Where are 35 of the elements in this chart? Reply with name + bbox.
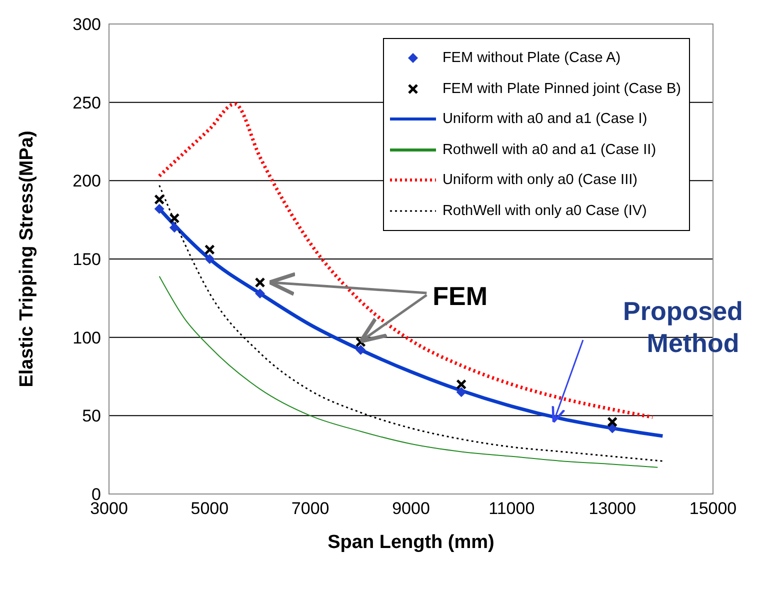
point (154, 194, 165, 205)
annotation: FEM (432, 281, 488, 312)
point (456, 379, 467, 390)
y-tick-label: 150 (72, 250, 101, 270)
legend-label: FEM without Plate (Case A) (442, 50, 621, 66)
point (607, 416, 618, 428)
y-tick-label: 200 (72, 172, 101, 191)
y-tick-label: 250 (72, 93, 101, 112)
point (169, 213, 180, 224)
x-tick-label: 13000 (588, 499, 636, 518)
point (204, 244, 215, 255)
legend-label: FEM with Plate Pinned joint (Case B) (442, 80, 681, 97)
point (154, 204, 164, 214)
x-tick-label: 11000 (488, 499, 535, 518)
point (169, 222, 180, 233)
point (607, 423, 618, 434)
point (456, 387, 466, 398)
legend-label: RothWell with only a0 Case (IV) (442, 202, 647, 219)
point (254, 277, 266, 288)
x-tick-label: 7000 (291, 499, 330, 518)
y-tick-label: 100 (72, 328, 101, 348)
y-axis-title: Elastic Tripping Stress(MPa) (16, 130, 38, 388)
y-tick-label: 300 (72, 15, 101, 34)
x-axis-title: Span Length (mm) (328, 532, 494, 553)
x-tick-label: 9000 (392, 499, 430, 518)
y-tick-label: 50 (82, 406, 101, 426)
x-tick-label: 3000 (90, 499, 128, 518)
legend-label: Uniform with only a0 (Case III) (442, 172, 638, 188)
legend-label: Uniform with a0 and a1 (Case I) (442, 111, 648, 128)
x-tick-label: 15000 (689, 499, 737, 518)
legend-label: Rothwell with a0 and a1 (Case II) (442, 142, 656, 158)
point (204, 254, 215, 264)
point (255, 288, 265, 298)
point (356, 344, 366, 355)
x-tick-label: 5000 (190, 499, 229, 518)
